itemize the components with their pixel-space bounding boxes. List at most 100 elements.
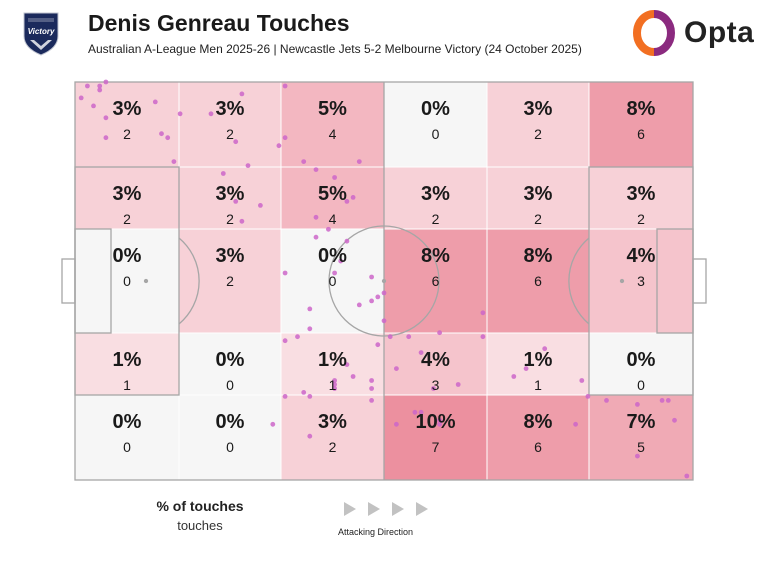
touch-point bbox=[350, 374, 356, 379]
touch-point bbox=[307, 306, 313, 312]
touch-point bbox=[338, 258, 344, 264]
opta-wordmark: Opta bbox=[684, 16, 755, 49]
touch-point bbox=[480, 310, 486, 316]
cell-count-label: 1 bbox=[123, 377, 131, 393]
melbourne-victory-crest-icon: Victory bbox=[23, 12, 59, 56]
cell-count-label: 0 bbox=[226, 439, 234, 455]
touch-point bbox=[579, 378, 585, 383]
touch-point bbox=[635, 402, 640, 407]
heat-cell-r5-c5 bbox=[486, 394, 590, 481]
heat-cell-r1-c2 bbox=[178, 81, 282, 168]
touch-point bbox=[573, 421, 578, 427]
touch-point bbox=[332, 378, 337, 383]
opta-logo: Opta bbox=[632, 10, 755, 56]
touch-point bbox=[332, 382, 337, 387]
crest-text: Victory bbox=[28, 27, 55, 36]
cell-percent-label: 3% bbox=[216, 98, 245, 120]
cell-percent-label: 0% bbox=[113, 245, 142, 267]
cell-count-label: 2 bbox=[226, 126, 234, 142]
heat-cell-r1-c5 bbox=[486, 81, 590, 168]
cell-labels: 3% 2 3% 2 5% 4 0% 0 3% 2 8% 6 3% 2 3% 2 5% 4 3% 2 3% 2 3% 2 0% 0 3… bbox=[113, 98, 656, 455]
touch-point bbox=[350, 195, 356, 200]
touch-point bbox=[276, 143, 282, 149]
cell-count-label: 0 bbox=[637, 377, 645, 393]
cell-percent-label: 3% bbox=[113, 183, 142, 205]
touch-point bbox=[356, 302, 362, 308]
touch-point bbox=[282, 83, 288, 89]
heat-cell-r1-c4 bbox=[383, 81, 488, 168]
heatmap-cells bbox=[74, 81, 694, 481]
cell-count-label: 2 bbox=[226, 273, 234, 289]
cell-count-label: 1 bbox=[329, 377, 337, 393]
touch-point bbox=[437, 417, 442, 423]
cell-count-label: 3 bbox=[637, 273, 645, 289]
touch-point bbox=[394, 366, 399, 371]
touch-point bbox=[307, 326, 313, 332]
heat-cell-r4-c5 bbox=[486, 332, 590, 396]
cell-count-label: 0 bbox=[226, 377, 234, 393]
right-goal bbox=[692, 258, 707, 304]
touch-point bbox=[387, 334, 393, 340]
touch-point bbox=[91, 103, 96, 109]
touch-point bbox=[437, 330, 442, 336]
touch-point bbox=[239, 218, 245, 224]
touch-point bbox=[307, 394, 313, 399]
heat-cell-r5-c3 bbox=[280, 394, 385, 481]
cell-count-label: 1 bbox=[534, 377, 542, 393]
heat-cell-r3-c1 bbox=[74, 228, 180, 334]
touch-point bbox=[233, 139, 239, 145]
touch-point bbox=[177, 111, 183, 117]
heat-cell-r4-c1 bbox=[74, 332, 180, 396]
cell-percent-label: 3% bbox=[216, 245, 245, 267]
cell-percent-label: 4% bbox=[627, 245, 656, 267]
touch-point bbox=[282, 394, 288, 399]
touch-point bbox=[604, 398, 609, 403]
touch-point bbox=[78, 95, 84, 101]
touch-point bbox=[103, 135, 109, 141]
legend: % of touches touches bbox=[130, 498, 270, 533]
heat-cell-r3-c2 bbox=[178, 228, 282, 334]
heat-cell-r5-c4 bbox=[383, 394, 488, 481]
touch-point bbox=[369, 386, 374, 391]
cell-percent-label: 1% bbox=[524, 349, 553, 371]
touch-point bbox=[103, 79, 109, 85]
cell-percent-label: 10% bbox=[415, 411, 455, 433]
touch-point bbox=[344, 362, 350, 367]
touch-point bbox=[270, 421, 276, 427]
touch-point bbox=[239, 91, 245, 97]
touch-point bbox=[208, 111, 214, 117]
touch-point bbox=[418, 409, 424, 415]
cell-percent-label: 7% bbox=[627, 411, 656, 433]
cell-percent-label: 3% bbox=[113, 98, 142, 120]
heat-cell-r5-c6 bbox=[588, 394, 694, 481]
cell-count-label: 7 bbox=[432, 439, 440, 455]
cell-percent-label: 1% bbox=[318, 349, 347, 371]
cell-count-label: 2 bbox=[534, 211, 542, 227]
touch-point bbox=[523, 366, 529, 371]
touch-point bbox=[511, 374, 517, 379]
cell-percent-label: 3% bbox=[318, 411, 347, 433]
cell-percent-label: 8% bbox=[524, 245, 553, 267]
touch-point bbox=[344, 199, 350, 204]
touch-point bbox=[97, 83, 103, 89]
direction-label: Attacking Direction bbox=[338, 527, 414, 537]
touch-point bbox=[165, 135, 171, 141]
touch-point bbox=[665, 398, 671, 403]
cell-count-label: 2 bbox=[432, 211, 440, 227]
legend-count-label: touches bbox=[177, 518, 223, 533]
cell-count-label: 6 bbox=[534, 439, 542, 455]
touch-point bbox=[245, 163, 251, 169]
heat-cell-r1-c3 bbox=[280, 81, 385, 168]
heat-cell-r2-c5 bbox=[486, 166, 590, 230]
cell-percent-label: 1% bbox=[113, 349, 142, 371]
cell-percent-label: 0% bbox=[318, 245, 347, 267]
touch-point bbox=[220, 171, 226, 176]
touch-point bbox=[369, 274, 374, 280]
cell-percent-label: 0% bbox=[421, 98, 450, 120]
touch-point bbox=[672, 417, 677, 423]
touch-point bbox=[282, 338, 288, 344]
heat-cell-r2-c6 bbox=[588, 166, 694, 230]
touch-point bbox=[301, 390, 307, 395]
cell-percent-label: 0% bbox=[113, 411, 142, 433]
heat-cell-r3-c6 bbox=[588, 228, 694, 334]
